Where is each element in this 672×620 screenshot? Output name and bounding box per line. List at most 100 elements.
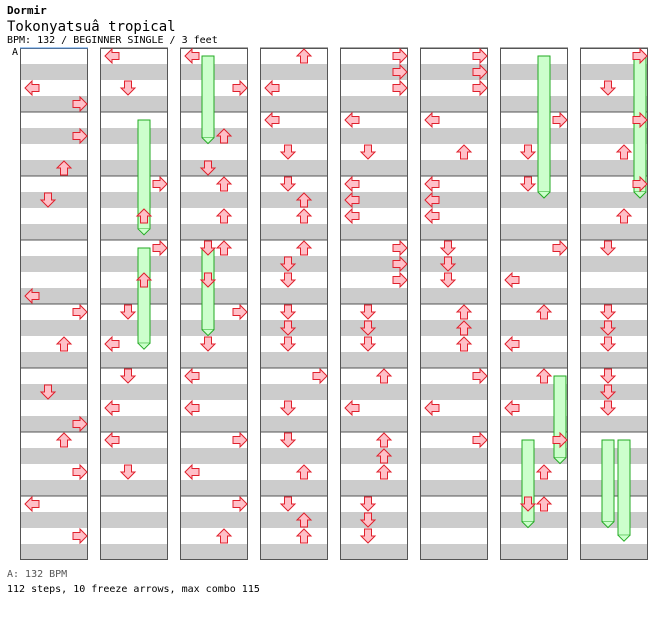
step-arrow-right — [72, 303, 88, 321]
step-arrow-down — [39, 384, 57, 400]
freeze-arrow-body — [201, 55, 215, 139]
step-arrow-down — [519, 176, 537, 192]
step-arrow-down — [359, 320, 377, 336]
step-arrow-down — [359, 512, 377, 528]
step-arrow-left — [24, 79, 40, 97]
beat-stripe — [180, 192, 248, 208]
column-frame — [580, 48, 648, 560]
step-arrow-right — [152, 175, 168, 193]
beat-stripe — [420, 352, 488, 368]
step-arrow-left — [424, 111, 440, 129]
beat-stripe — [420, 160, 488, 176]
beat-stripe — [420, 320, 488, 336]
freeze-arrow-tail — [553, 457, 567, 465]
beat-stripe — [100, 320, 168, 336]
beat-stripe — [260, 448, 328, 464]
bpm-legend: A: 132 BPM — [7, 569, 68, 580]
step-arrow-down — [199, 336, 217, 352]
step-arrow-left — [104, 399, 120, 417]
column-frame — [500, 48, 568, 560]
step-arrow-up — [295, 240, 313, 256]
beat-stripe — [420, 512, 488, 528]
beat-stripe — [100, 192, 168, 208]
step-arrow-up — [295, 192, 313, 208]
step-arrow-left — [504, 335, 520, 353]
step-arrow-up — [535, 304, 553, 320]
step-arrow-left — [184, 399, 200, 417]
step-arrow-right — [72, 463, 88, 481]
beat-stripe — [580, 224, 648, 240]
step-arrow-down — [599, 336, 617, 352]
beat-stripe — [20, 416, 88, 432]
step-arrow-down — [599, 80, 617, 96]
beat-stripe — [580, 64, 648, 80]
step-arrow-right — [472, 79, 488, 97]
step-arrow-up — [215, 208, 233, 224]
beat-stripe — [420, 96, 488, 112]
beat-stripe — [500, 288, 568, 304]
beat-stripe — [420, 288, 488, 304]
step-arrow-up — [455, 304, 473, 320]
beat-stripe — [340, 64, 408, 80]
freeze-arrow-tail — [521, 521, 535, 529]
step-arrow-down — [519, 496, 537, 512]
freeze-arrow-tail — [601, 521, 615, 529]
beat-stripe — [20, 160, 88, 176]
beat-stripe — [420, 128, 488, 144]
bpm-marker-label: A — [12, 47, 19, 58]
beat-stripe — [20, 352, 88, 368]
step-arrow-right — [392, 255, 408, 273]
beat-stripe — [340, 416, 408, 432]
step-arrow-left — [504, 399, 520, 417]
beat-stripe — [260, 192, 328, 208]
step-arrow-down — [279, 432, 297, 448]
step-arrow-up — [295, 464, 313, 480]
freeze-arrow-tail — [137, 228, 151, 236]
step-arrow-right — [72, 415, 88, 433]
step-arrow-down — [599, 320, 617, 336]
beat-stripe — [180, 352, 248, 368]
beat-stripe — [100, 512, 168, 528]
beat-stripe — [260, 512, 328, 528]
beat-stripe — [100, 352, 168, 368]
beat-stripe — [180, 544, 248, 560]
beat-stripe — [580, 288, 648, 304]
freeze-arrow-tail — [617, 534, 631, 542]
beat-stripe — [260, 544, 328, 560]
beat-stripe — [500, 128, 568, 144]
step-arrow-down — [279, 320, 297, 336]
step-arrow-down — [279, 496, 297, 512]
beat-stripe — [340, 352, 408, 368]
step-arrow-right — [392, 63, 408, 81]
step-arrow-down — [439, 272, 457, 288]
step-arrow-up — [535, 368, 553, 384]
step-arrow-right — [392, 239, 408, 257]
beat-stripe — [340, 224, 408, 240]
step-arrow-down — [359, 304, 377, 320]
step-arrow-right — [552, 111, 568, 129]
beat-stripe — [420, 544, 488, 560]
beat-stripe — [260, 224, 328, 240]
beat-stripe — [100, 160, 168, 176]
step-arrow-down — [359, 144, 377, 160]
step-arrow-up — [615, 144, 633, 160]
step-arrow-left — [424, 399, 440, 417]
beat-stripe — [420, 64, 488, 80]
beat-stripe — [500, 96, 568, 112]
beat-stripe — [420, 224, 488, 240]
beat-stripe — [340, 160, 408, 176]
step-arrow-left — [184, 463, 200, 481]
beat-stripe — [260, 288, 328, 304]
step-arrow-up — [55, 160, 73, 176]
step-arrow-down — [119, 304, 137, 320]
step-arrow-up — [615, 208, 633, 224]
beat-stripe — [100, 96, 168, 112]
step-arrow-up — [535, 496, 553, 512]
step-arrow-down — [279, 256, 297, 272]
beat-stripe — [20, 544, 88, 560]
beat-stripe — [580, 160, 648, 176]
beat-stripe — [580, 416, 648, 432]
beat-stripe — [340, 128, 408, 144]
beat-stripe — [180, 224, 248, 240]
step-arrow-right — [232, 431, 248, 449]
